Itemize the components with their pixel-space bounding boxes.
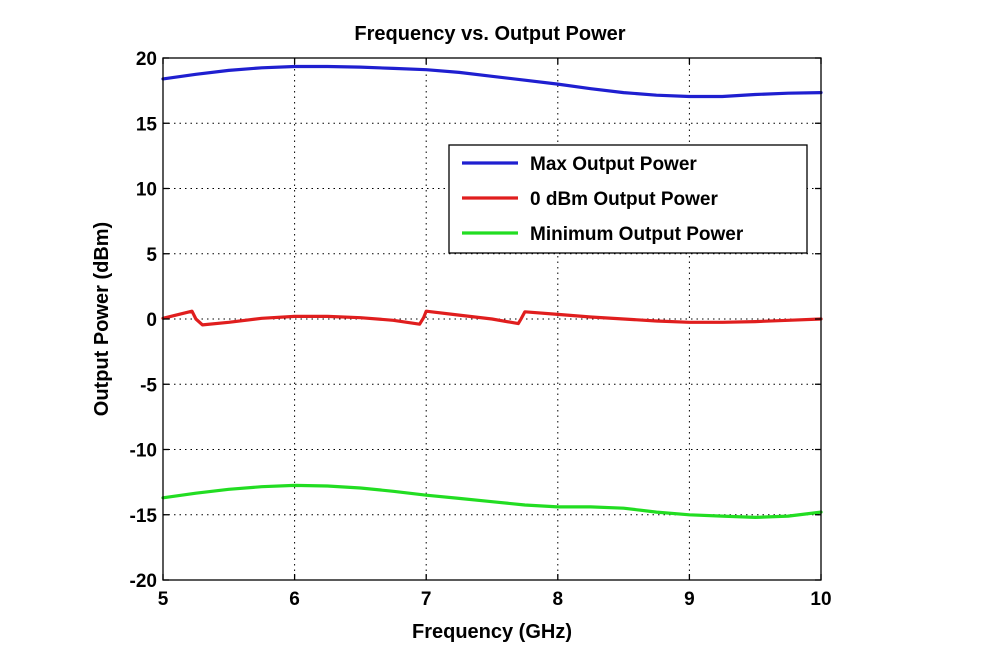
y-tick-label: 20 (136, 49, 157, 70)
y-tick-label: -5 (140, 375, 157, 396)
legend-label-1: Max Output Power (530, 154, 697, 175)
x-tick-label: 6 (289, 589, 300, 610)
grid (163, 58, 821, 580)
x-tick-label: 7 (421, 589, 432, 610)
y-tick-label: 15 (136, 114, 158, 135)
x-tick-label: 10 (810, 589, 831, 610)
y-tick-label: -20 (130, 571, 157, 592)
series-line-2 (161, 309, 823, 327)
y-tick-label: 10 (136, 180, 157, 201)
x-tick-label: 9 (684, 589, 695, 610)
series-lines (161, 64, 823, 519)
y-tick-label: 5 (146, 245, 157, 266)
chart-title: Frequency vs. Output Power (354, 23, 625, 45)
axis-ticks: 5 6 7 8 9 10 -20 -15 -10 -5 0 5 10 15 20 (130, 49, 832, 610)
y-axis-label: Output Power (dBm) (91, 222, 113, 416)
series-line-3 (161, 483, 823, 519)
x-tick-label: 8 (553, 589, 564, 610)
series-line-1 (161, 64, 823, 99)
y-tick-label: 0 (146, 310, 157, 331)
y-tick-label: -10 (130, 441, 157, 462)
y-tick-label: -15 (130, 506, 158, 527)
legend-label-3: Minimum Output Power (530, 224, 744, 245)
x-axis-label: Frequency (GHz) (412, 621, 572, 643)
x-tick-label: 5 (158, 589, 169, 610)
legend-label-2: 0 dBm Output Power (530, 189, 719, 210)
legend: Max Output Power 0 dBm Output Power Minimu… (448, 144, 808, 254)
